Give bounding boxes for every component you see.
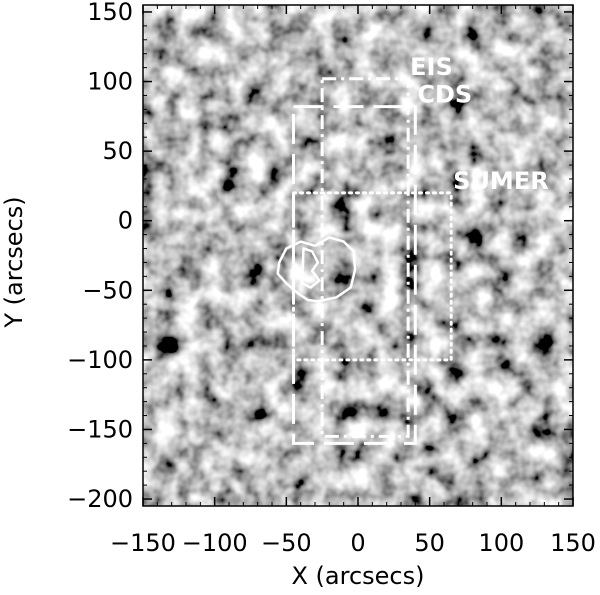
- y-tick-labels: −200 −150 −100 −50 0 50 100 150: [67, 0, 133, 513]
- contour-group: [276, 236, 357, 303]
- solar-image: [143, 5, 573, 506]
- x-tick-label: 100: [478, 529, 524, 557]
- y-tick-label: −50: [82, 276, 133, 304]
- x-tick-label: 50: [414, 529, 445, 557]
- y-tick-label: −100: [67, 346, 133, 374]
- overlay-group: [292, 77, 453, 445]
- y-tick-label: 150: [87, 0, 133, 26]
- eis-fov-box: [320, 77, 410, 438]
- eis-label: EIS: [410, 53, 453, 81]
- x-tick-label: 0: [350, 529, 365, 557]
- tick-marks: [142, 5, 574, 506]
- x-tick-label: −150: [110, 529, 176, 557]
- x-tick-labels: −150 −100 −50 0 50 100 150: [110, 529, 596, 557]
- y-tick-label: 0: [118, 207, 133, 235]
- cds-label: CDS: [417, 81, 472, 109]
- intensity-contour-1: [276, 236, 357, 303]
- x-axis-title: X (arcsecs): [291, 562, 424, 590]
- x-tick-label: −100: [182, 529, 248, 557]
- y-tick-label: 100: [87, 68, 133, 96]
- y-tick-label: 50: [102, 137, 133, 165]
- x-tick-label: 150: [550, 529, 596, 557]
- intensity-contour-2: [300, 247, 321, 289]
- sumer-label: SUMER: [453, 167, 549, 195]
- sumer-fov-box: [292, 191, 453, 362]
- x-tick-label: −50: [261, 529, 312, 557]
- y-tick-label: −200: [67, 485, 133, 513]
- y-axis-title: Y (arcsecs): [0, 196, 28, 328]
- y-tick-label: −150: [67, 415, 133, 443]
